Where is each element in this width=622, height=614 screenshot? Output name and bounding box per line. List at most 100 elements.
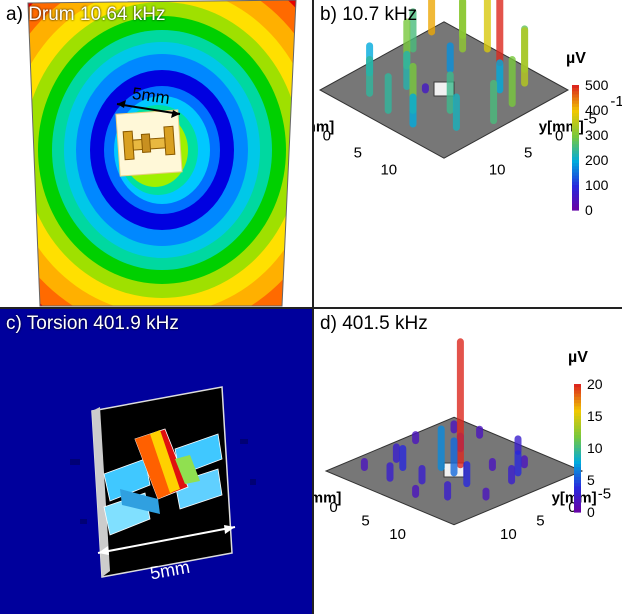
panel-c-letter: c) xyxy=(6,313,22,334)
drum-mode-field: 5mm xyxy=(27,0,297,307)
colorbar-segment xyxy=(574,489,581,494)
y-tick-label: 10 xyxy=(500,526,517,543)
panel-c-torsion-mode: 5mm c) Torsion 401.9 kHz xyxy=(0,309,312,614)
colorbar-segment xyxy=(574,432,581,436)
bar-12 xyxy=(403,50,411,90)
colorbar-tick: 500 xyxy=(585,77,609,93)
colorbar-segment xyxy=(572,181,579,186)
colorbar-segment xyxy=(574,396,581,401)
y-tick-label: 10 xyxy=(489,161,506,178)
bar-11 xyxy=(521,27,529,87)
colorbar-segment xyxy=(572,200,579,205)
x-axis-label: x[mm] xyxy=(314,490,341,507)
colorbar-segment xyxy=(574,451,581,455)
colorbar-segment xyxy=(574,486,581,491)
colorbar-segment xyxy=(574,390,581,395)
panel-d-letter: d) xyxy=(320,313,337,334)
horizontal-divider xyxy=(0,307,622,309)
bar-6 xyxy=(392,443,400,463)
y-tick-label: 5 xyxy=(524,144,532,161)
bar-21 xyxy=(409,93,417,128)
bar-9 xyxy=(446,42,454,73)
colorbar-segment xyxy=(574,400,581,404)
panel-a-drum-mode: 5mm a) Drum 10.64 kHz xyxy=(0,0,312,307)
colorbar-segment xyxy=(574,416,581,420)
colorbar-segment xyxy=(574,460,581,465)
bar-9 xyxy=(437,425,445,471)
colorbar-segment xyxy=(574,428,581,433)
colorbar-segment xyxy=(574,435,581,439)
bar-21 xyxy=(444,481,452,501)
y-tick-label: -10 xyxy=(610,93,622,110)
colorbar-segment xyxy=(572,116,579,120)
colorbar-segment xyxy=(574,473,581,478)
bar-14 xyxy=(421,83,429,94)
x-tick-label: 10 xyxy=(389,526,406,543)
panel-c-mode: Torsion 401.9 kHz xyxy=(26,313,179,334)
bar-6 xyxy=(496,0,504,67)
colorbar-segment xyxy=(574,457,581,462)
colorbar-segment xyxy=(572,103,579,108)
colorbar-segment xyxy=(572,97,579,102)
colorbar-segment xyxy=(574,483,581,487)
colorbar-segment xyxy=(572,166,579,170)
colorbar-segment xyxy=(572,125,579,130)
colorbar-segment xyxy=(574,393,581,398)
colorbar-segment xyxy=(572,178,579,183)
colorbar-tick: 20 xyxy=(587,376,603,392)
bar-1 xyxy=(428,0,436,36)
colorbar-segment xyxy=(572,156,579,161)
colorbar-segment xyxy=(574,425,581,430)
colorbar-unit: µV xyxy=(568,349,588,366)
colorbar-tick: 15 xyxy=(587,408,603,424)
colorbar-segment xyxy=(574,499,581,503)
colorbar-segment xyxy=(572,110,579,114)
colorbar-segment xyxy=(574,422,581,427)
colorbar-segment xyxy=(572,85,579,89)
panel-b-title: b) 10.7 kHz xyxy=(320,4,417,26)
panel-b-measurement: b) 10.7 kHz -10-50510-10-50510x[mm]y[mm]… xyxy=(314,0,622,307)
panel-c-title: c) Torsion 401.9 kHz xyxy=(6,313,179,335)
colorbar-segment xyxy=(572,91,579,95)
y-tick-label: 0 xyxy=(568,499,576,516)
colorbar-segment xyxy=(574,406,581,411)
colorbar-tick: 5 xyxy=(587,472,595,488)
x-tick-label: 0 xyxy=(323,127,331,144)
y-tick-label: -5 xyxy=(584,110,597,127)
panel-b-frequency: 10.7 kHz xyxy=(342,4,418,25)
colorbar-segment xyxy=(574,412,581,417)
colorbar-tick: 200 xyxy=(585,152,609,168)
bar-13 xyxy=(496,59,504,94)
x-tick-label: 5 xyxy=(361,512,369,529)
colorbar-segment xyxy=(572,94,579,99)
colorbar-segment xyxy=(574,448,581,452)
colorbar-segment xyxy=(572,144,579,149)
bar-4 xyxy=(483,0,491,53)
colorbar-unit: µV xyxy=(566,50,586,67)
colorbar-segment xyxy=(574,467,581,471)
y-tick-label: -5 xyxy=(598,486,611,503)
bar-16 xyxy=(508,56,516,108)
colorbar-tick: 0 xyxy=(585,202,593,218)
bar-20 xyxy=(482,487,490,501)
bar-12 xyxy=(399,445,407,471)
colorbar-segment xyxy=(574,387,581,391)
bar-18 xyxy=(446,71,454,114)
colorbar-segment xyxy=(572,138,579,142)
bar-19 xyxy=(412,484,420,498)
colorbar-segment xyxy=(572,113,579,117)
panel-a-title: a) Drum 10.64 kHz xyxy=(6,4,165,26)
bar-15 xyxy=(366,56,374,97)
bar-2 xyxy=(476,425,484,439)
colorbar-segment xyxy=(572,163,579,167)
colorbar-segment xyxy=(572,169,579,174)
bar-5 xyxy=(514,435,522,455)
bar-5 xyxy=(409,8,417,53)
panel-b-letter: b) xyxy=(320,4,337,25)
bar-14 xyxy=(514,450,522,477)
colorbar-segment xyxy=(574,496,581,500)
bar-22 xyxy=(452,93,460,131)
bar-16 xyxy=(508,464,516,485)
colorbar-segment xyxy=(574,419,581,423)
colorbar-tick: 300 xyxy=(585,127,609,143)
